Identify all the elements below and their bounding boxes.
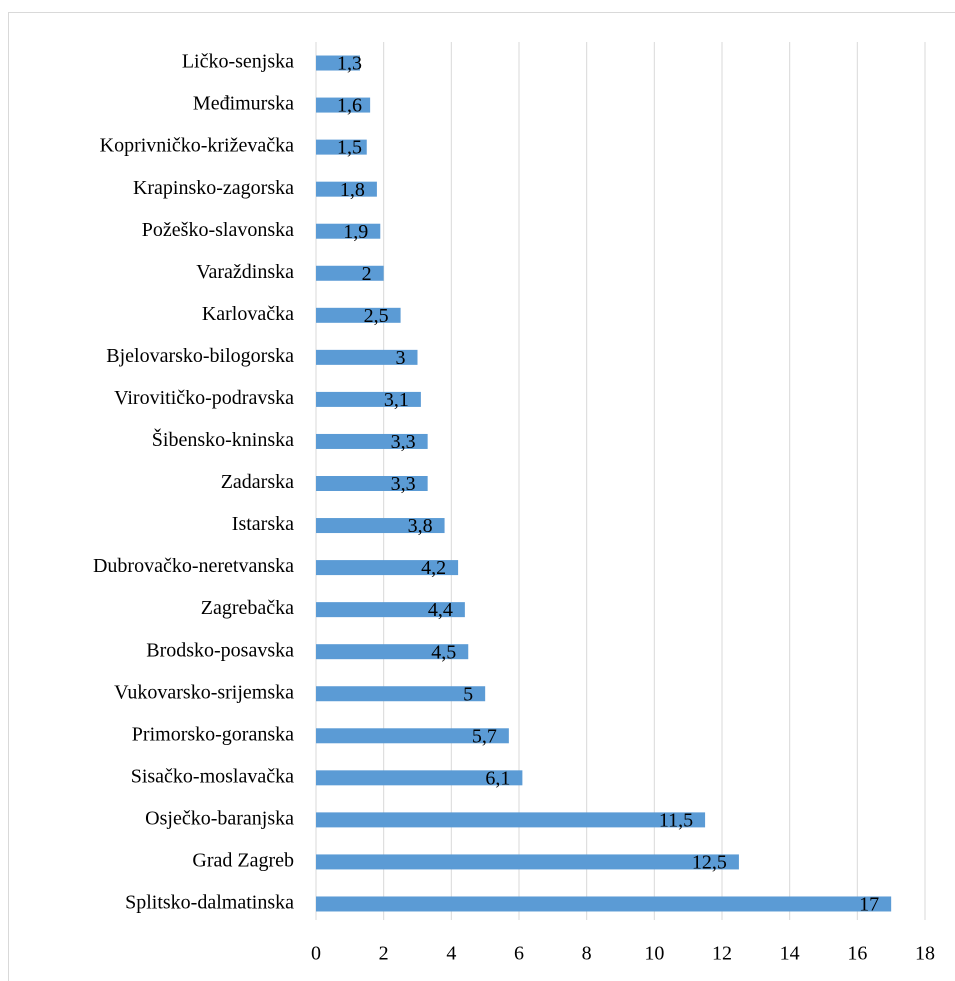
y-tick-label: Bjelovarsko-bilogorska xyxy=(106,345,294,367)
bar xyxy=(316,307,401,323)
data-label: 11,5 xyxy=(659,809,693,831)
x-tick-label: 16 xyxy=(847,943,867,965)
x-tick-label: 14 xyxy=(780,943,800,965)
x-tick-label: 2 xyxy=(379,943,389,965)
bar xyxy=(316,433,428,449)
y-tick-label: Grad Zagreb xyxy=(192,850,294,872)
data-label: 1,8 xyxy=(340,179,365,201)
bar xyxy=(316,139,367,155)
bar xyxy=(316,560,459,576)
y-tick-label: Splitsko-dalmatinska xyxy=(125,892,294,914)
data-label: 3,3 xyxy=(391,473,416,495)
bar xyxy=(316,55,360,71)
x-tick-label: 10 xyxy=(644,943,664,965)
y-tick-label: Osječko-baranjska xyxy=(145,807,294,829)
data-label: 6,1 xyxy=(485,767,510,789)
data-label: 5,7 xyxy=(472,725,497,747)
x-tick-label: 18 xyxy=(915,943,935,965)
bar xyxy=(316,770,523,786)
data-label: 3,1 xyxy=(384,389,409,411)
y-tick-label: Međimurska xyxy=(193,93,294,115)
bar xyxy=(316,518,445,534)
data-label: 12,5 xyxy=(692,852,727,874)
x-tick-label: 4 xyxy=(446,943,456,965)
data-label: 4,4 xyxy=(428,599,453,621)
data-label: 5 xyxy=(463,683,473,705)
y-tick-label: Ličko-senjska xyxy=(182,51,294,73)
bar xyxy=(316,602,465,618)
bar xyxy=(316,644,469,660)
bar xyxy=(316,728,509,744)
data-label: 1,6 xyxy=(337,95,362,117)
bar xyxy=(316,896,892,912)
y-tick-label: Požeško-slavonska xyxy=(142,219,294,241)
bar xyxy=(316,349,418,365)
x-tick-label: 8 xyxy=(582,943,592,965)
data-label: 17 xyxy=(859,894,879,916)
bar xyxy=(316,265,384,281)
data-label: 1,5 xyxy=(337,137,362,159)
y-tick-label: Istarska xyxy=(232,513,294,535)
bar xyxy=(316,476,428,491)
y-tick-label: Zadarska xyxy=(221,471,294,493)
y-tick-label: Virovitičko-podravska xyxy=(114,387,294,409)
bar xyxy=(316,854,739,870)
y-tick-label: Brodsko-posavska xyxy=(146,639,294,661)
bar xyxy=(316,97,371,113)
y-tick-label: Dubrovačko-neretvanska xyxy=(93,555,294,577)
data-label: 1,9 xyxy=(343,221,368,243)
data-label: 3,8 xyxy=(408,515,433,537)
y-tick-label: Zagrebačka xyxy=(201,597,294,619)
bar xyxy=(316,686,486,702)
bar xyxy=(316,223,381,239)
data-label: 1,3 xyxy=(337,53,362,75)
bar xyxy=(316,181,377,197)
x-tick-label: 12 xyxy=(712,943,732,965)
y-tick-label: Sisačko-moslavačka xyxy=(131,765,294,787)
y-tick-label: Vukovarsko-srijemska xyxy=(114,681,294,703)
y-tick-label: Varaždinska xyxy=(196,261,294,283)
x-tick-label: 0 xyxy=(311,943,321,965)
data-label: 2 xyxy=(362,263,372,285)
data-label: 4,5 xyxy=(431,641,456,663)
y-tick-label: Primorsko-goranska xyxy=(132,723,294,745)
data-label: 3,3 xyxy=(391,431,416,453)
chart-frame xyxy=(8,12,955,981)
bar xyxy=(316,812,706,828)
x-tick-label: 6 xyxy=(514,943,524,965)
data-label: 2,5 xyxy=(364,305,389,327)
data-label: 4,2 xyxy=(421,557,446,579)
bar xyxy=(316,391,421,407)
y-tick-label: Šibensko-kninska xyxy=(152,427,294,451)
y-tick-label: Karlovačka xyxy=(202,303,294,325)
data-label: 3 xyxy=(396,347,406,369)
y-tick-label: Koprivničko-križevačka xyxy=(100,135,294,157)
y-tick-label: Krapinsko-zagorska xyxy=(133,177,294,199)
